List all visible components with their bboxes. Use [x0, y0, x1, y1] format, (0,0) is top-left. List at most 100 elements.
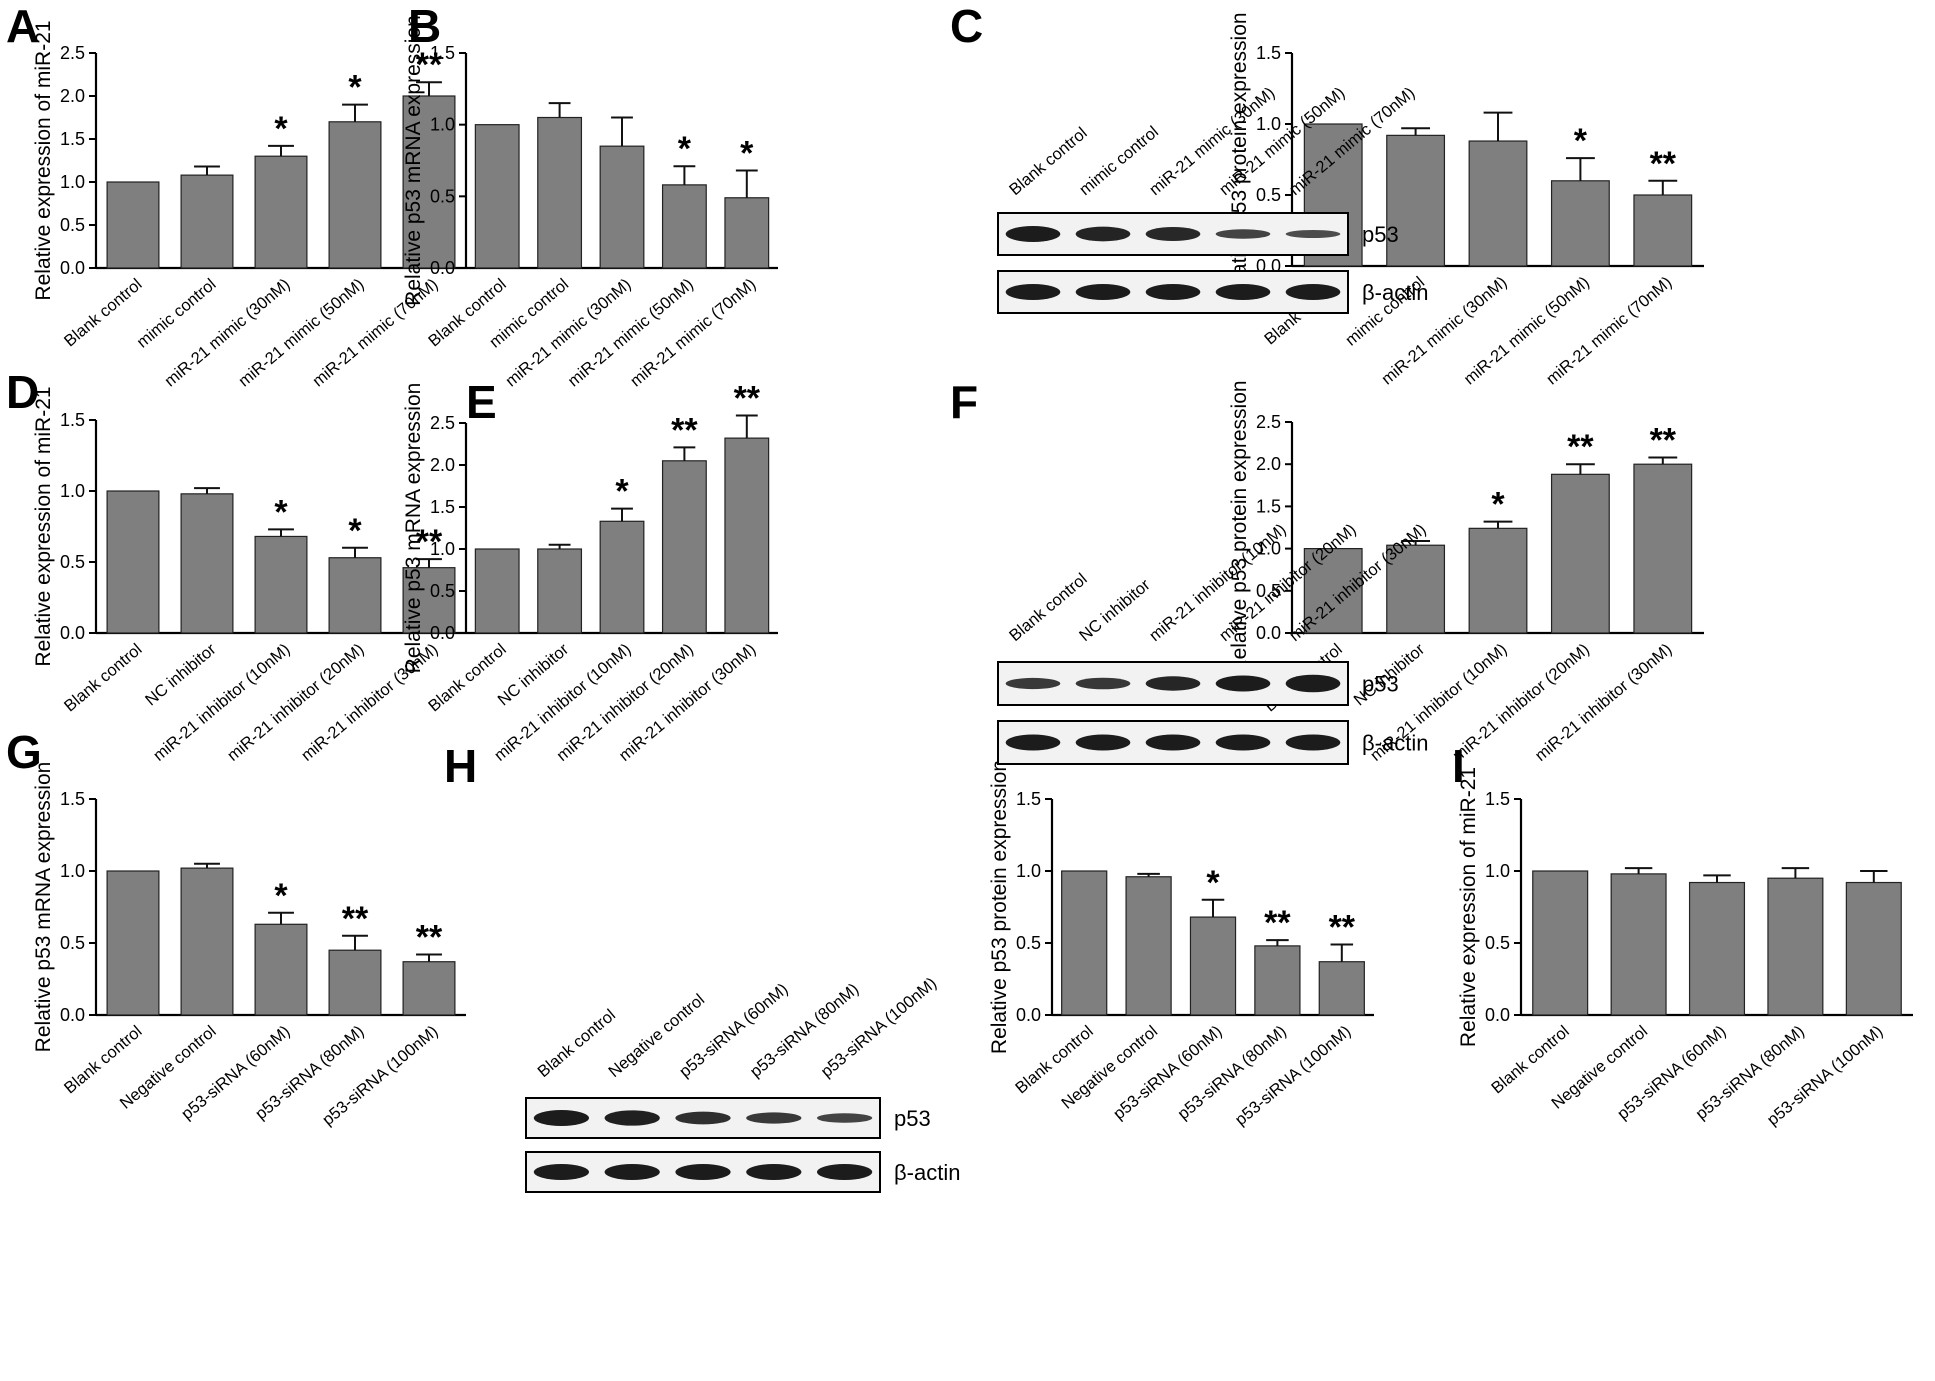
bar: [1550, 180, 1610, 267]
bar: [1303, 547, 1363, 634]
significance-marker: *: [348, 69, 362, 107]
bar: [1688, 881, 1746, 1016]
x-tick-label: miR-21 inhibitor (20nM): [1449, 640, 1593, 765]
bar: [474, 548, 520, 634]
y-tick-label: 0.5: [60, 215, 85, 235]
y-tick-label: 1.5: [60, 129, 85, 149]
panel-letter-b: B: [408, 0, 441, 52]
lane-label: p53-siRNA (100nM): [818, 974, 941, 1081]
y-tick-label: 2.0: [1256, 454, 1281, 474]
y-axis-label: Relative p53 protein expression: [988, 760, 1011, 1054]
blot-band: [1215, 284, 1271, 300]
x-tick-label: Blank control: [61, 275, 146, 350]
y-axis-label: Relative p53 mRNA expression: [402, 15, 425, 306]
blot-band: [746, 1112, 802, 1124]
x-tick-label: miR-21 inhibitor (20nM): [224, 640, 368, 765]
y-tick-label: 0.0: [1485, 1005, 1510, 1025]
blot-band: [1215, 675, 1271, 692]
bar: [254, 923, 308, 1016]
y-axis-label: Relative expression of miR-21: [32, 386, 55, 666]
x-tick-label: NC inhibitor: [142, 640, 220, 710]
y-tick-label: 0.5: [1256, 581, 1281, 601]
blot-band: [1285, 734, 1341, 751]
y-tick-label: 0.0: [1256, 623, 1281, 643]
significance-marker: *: [1574, 122, 1588, 160]
bar: [1318, 961, 1365, 1016]
y-tick-label: 0.5: [60, 933, 85, 953]
significance-marker: *: [274, 877, 288, 915]
y-tick-label: 1.0: [60, 172, 85, 192]
panel-letter-f: F: [950, 376, 978, 428]
significance-marker: *: [1491, 486, 1505, 524]
y-tick-label: 1.0: [1485, 861, 1510, 881]
bar: [1125, 876, 1172, 1016]
y-tick-label: 1.5: [430, 497, 455, 517]
bar: [1633, 194, 1693, 267]
blot-band: [533, 1164, 590, 1180]
blot-band: [1005, 226, 1061, 242]
blot-band: [675, 1111, 731, 1125]
blot-band: [1075, 284, 1131, 300]
x-tick-label: p53-siRNA (80nM): [1174, 1022, 1290, 1123]
y-tick-label: 0.5: [430, 186, 455, 206]
significance-marker: **: [416, 919, 443, 957]
bar: [180, 174, 234, 269]
blot-band: [1145, 284, 1201, 300]
bar: [1610, 873, 1667, 1016]
bar: [1845, 881, 1902, 1016]
y-tick-label: 1.0: [430, 539, 455, 559]
bar: [1550, 473, 1610, 634]
bar: [402, 95, 456, 269]
blot-band: [1005, 734, 1061, 751]
bar: [724, 437, 770, 634]
significance-marker: **: [1650, 145, 1677, 183]
bar: [106, 490, 160, 634]
lane-label: miR-21 mimic (30nM): [1146, 84, 1278, 199]
panel-letter-c: C: [950, 0, 983, 52]
y-tick-label: 2.5: [1256, 412, 1281, 432]
y-tick-label: 1.0: [1256, 539, 1281, 559]
significance-marker: *: [1206, 864, 1220, 902]
blot-band: [604, 1164, 660, 1180]
panel-letter-g: G: [6, 726, 42, 778]
bar: [537, 116, 583, 269]
y-tick-label: 1.5: [60, 789, 85, 809]
blot-band: [1145, 734, 1201, 751]
blot-band: [604, 1110, 660, 1126]
bar: [1532, 870, 1589, 1016]
y-tick-label: 0.0: [430, 623, 455, 643]
significance-marker: *: [274, 493, 288, 531]
y-tick-label: 1.0: [430, 115, 455, 135]
y-tick-label: 2.5: [60, 43, 85, 63]
y-axis-label: Relative expression of miR-21: [32, 20, 55, 300]
blot-band: [1215, 229, 1271, 239]
blot-band: [1285, 230, 1341, 238]
bar: [661, 184, 707, 269]
x-tick-label: miR-21 mimic (70nM): [627, 275, 759, 390]
blot-band: [675, 1164, 731, 1180]
x-tick-label: p53-siRNA (100nM): [1232, 1022, 1355, 1129]
y-axis-label: Relative p53 mRNA expression: [402, 383, 425, 674]
y-tick-label: 0.5: [60, 552, 85, 572]
y-tick-label: 0.0: [60, 1005, 85, 1025]
bar: [1633, 463, 1693, 634]
bar: [1767, 877, 1824, 1016]
y-tick-label: 2.0: [60, 86, 85, 106]
y-tick-label: 1.5: [60, 410, 85, 430]
y-tick-label: 1.5: [1016, 789, 1041, 809]
significance-marker: *: [740, 135, 754, 173]
bar: [724, 197, 770, 269]
bar: [1386, 544, 1446, 634]
significance-marker: *: [274, 110, 288, 148]
blot-band: [1285, 284, 1341, 300]
panel-letter-a: A: [6, 0, 39, 52]
blot-band: [1005, 677, 1061, 690]
significance-marker: **: [1329, 908, 1356, 946]
